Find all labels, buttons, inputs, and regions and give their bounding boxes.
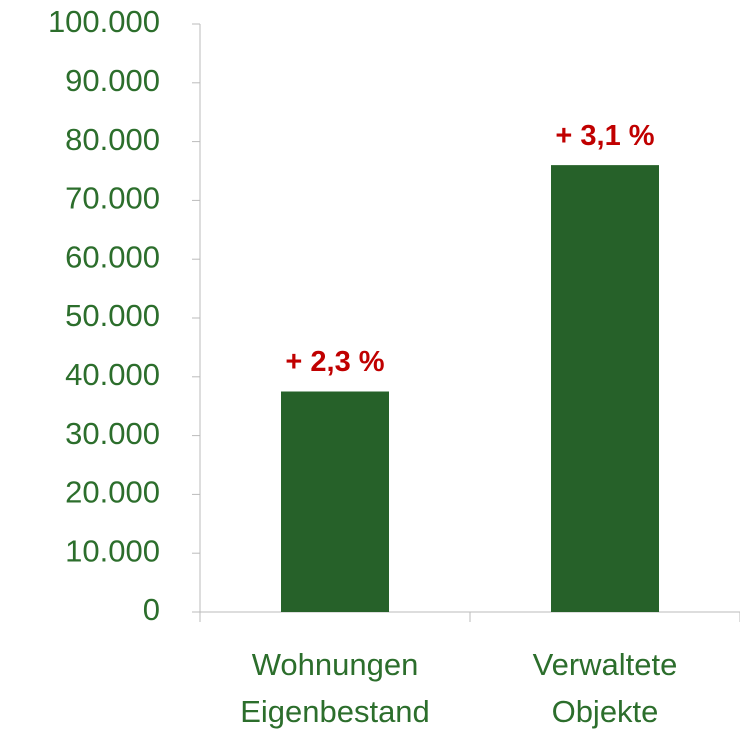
y-tick-label: 70.000 [65, 181, 160, 216]
y-tick-label: 0 [143, 592, 160, 627]
y-tick-label: 50.000 [65, 298, 160, 333]
y-tick-label: 30.000 [65, 416, 160, 451]
bar-annotation: + 2,3 % [285, 346, 384, 378]
bar [551, 165, 659, 612]
y-tick-label: 60.000 [65, 239, 160, 274]
y-tick-label: 100.000 [48, 4, 160, 39]
bar [281, 391, 389, 612]
y-tick-label: 10.000 [65, 533, 160, 568]
y-tick-label: 40.000 [65, 357, 160, 392]
bar-annotation: + 3,1 % [555, 120, 654, 152]
y-tick-label: 90.000 [65, 63, 160, 98]
x-tick-label: Verwaltete Objekte [532, 647, 678, 729]
x-tick-label: Wohnungen Eigenbestand [240, 647, 430, 729]
y-tick-label: 80.000 [65, 122, 160, 157]
y-tick-label: 20.000 [65, 475, 160, 510]
